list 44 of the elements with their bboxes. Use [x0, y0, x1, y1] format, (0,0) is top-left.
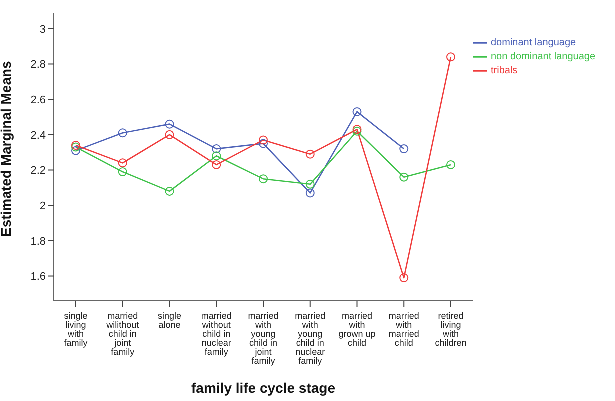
- point: [72, 146, 80, 156]
- y-tick-label: 2.2: [30, 165, 46, 178]
- point: [306, 180, 315, 189]
- y-axis-title: Estimated Marginal Means: [0, 60, 14, 237]
- legend-label: non dominant language: [491, 52, 596, 63]
- point: [446, 52, 456, 62]
- legend-label: dominant language: [491, 38, 576, 49]
- point: [118, 168, 128, 177]
- point: [306, 150, 315, 159]
- x-tick-label: retired living with children: [435, 311, 467, 348]
- x-tick-label: married with grown up child: [338, 311, 376, 348]
- x-tick-label: married with young child in joint family: [248, 311, 279, 366]
- point: [118, 128, 128, 138]
- x-axis-title: family life cycle stage: [192, 380, 336, 396]
- x-tick-label: married with young child in nuclear family: [295, 311, 326, 366]
- y-tick-label: 1.6: [30, 271, 46, 284]
- x-tick-label: married without child in nuclear family: [201, 311, 232, 357]
- legend-label: tribals: [491, 66, 518, 77]
- point: [400, 274, 409, 283]
- point: [212, 152, 222, 161]
- x-tick-label: married with married child: [388, 311, 420, 348]
- point: [400, 172, 409, 182]
- x-tick-label: single alone: [158, 311, 182, 330]
- point: [259, 136, 268, 145]
- y-tick-label: 2.4: [30, 130, 46, 142]
- y-tick-label: 2.8: [30, 59, 46, 72]
- point: [212, 160, 222, 170]
- point: [165, 120, 174, 129]
- y-tick-label: 1.8: [30, 236, 46, 248]
- y-tick-label: 2.6: [30, 94, 46, 106]
- point: [212, 144, 222, 154]
- x-tick-label: single living with family: [64, 311, 88, 348]
- point: [446, 160, 456, 170]
- point: [259, 139, 268, 148]
- point: [165, 130, 174, 140]
- point: [400, 144, 409, 154]
- x-tick-label: married wilithout child in joint family: [106, 311, 140, 357]
- y-tick-label: 2: [40, 200, 46, 212]
- point: [259, 174, 268, 184]
- point: [165, 186, 174, 196]
- y-tick-label: 3: [40, 24, 46, 36]
- point: [118, 158, 128, 168]
- point: [352, 107, 362, 116]
- point: [306, 188, 315, 198]
